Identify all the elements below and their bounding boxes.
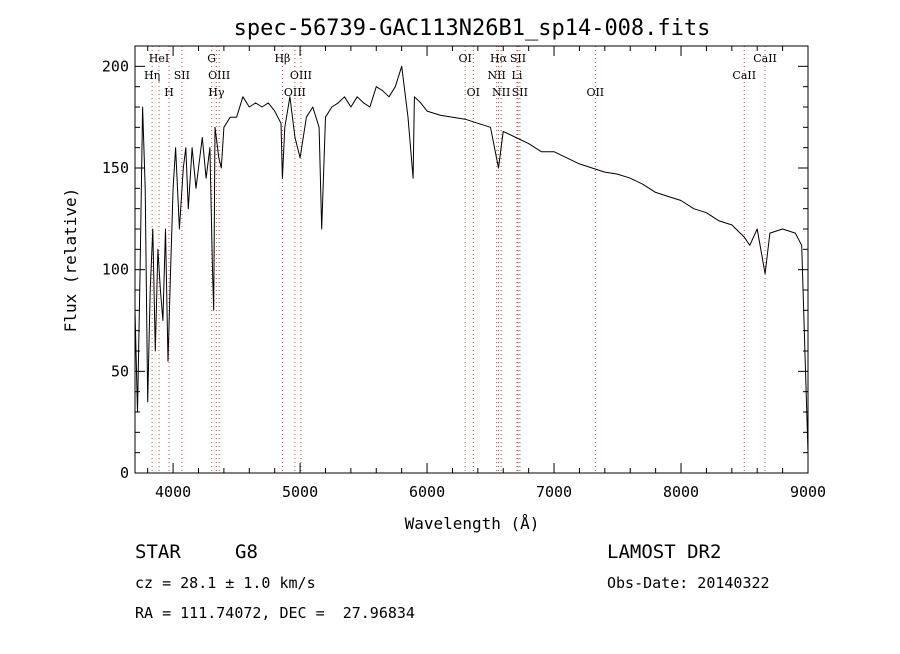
x-axis-label: Wavelength (Å) bbox=[405, 514, 540, 533]
line-label: Hη bbox=[144, 69, 160, 82]
line-markers bbox=[151, 46, 766, 473]
line-label: HeI bbox=[149, 52, 169, 65]
line-label: CaII bbox=[753, 52, 777, 65]
spectrum-line bbox=[134, 65, 809, 453]
line-label: OIII bbox=[208, 69, 230, 82]
y-tick-label: 50 bbox=[111, 362, 129, 380]
line-label: OIII bbox=[290, 69, 312, 82]
line-label: OI bbox=[467, 86, 480, 99]
chart-title: spec-56739-GAC113N26B1_sp14-008.fits bbox=[234, 16, 711, 41]
line-label: CaII bbox=[732, 69, 756, 82]
line-label: OII bbox=[586, 86, 604, 99]
spectrum-series bbox=[134, 65, 809, 453]
line-label: OIII bbox=[284, 86, 306, 99]
line-label: Hβ bbox=[274, 52, 290, 65]
x-tick-label: 5000 bbox=[282, 483, 318, 501]
x-tick-label: 6000 bbox=[409, 483, 445, 501]
survey-name: LAMOST DR2 bbox=[607, 541, 722, 563]
redshift-cz: cz = 28.1 ± 1.0 km/s bbox=[135, 574, 316, 592]
coordinates: RA = 111.74072, DEC = 27.96834 bbox=[135, 604, 415, 622]
y-tick-label: 150 bbox=[102, 159, 129, 177]
y-tick-label: 200 bbox=[102, 57, 129, 75]
x-tick-label: 9000 bbox=[790, 483, 826, 501]
line-label: NII bbox=[487, 69, 505, 82]
line-label: Hα bbox=[490, 52, 508, 65]
line-label: NII bbox=[492, 86, 510, 99]
x-tick-label: 8000 bbox=[663, 483, 699, 501]
x-axis: 4000 5000 6000 7000 8000 9000 bbox=[147, 46, 826, 501]
line-label: SII bbox=[174, 69, 190, 82]
line-label: OI bbox=[458, 52, 471, 65]
x-tick-label: 4000 bbox=[155, 483, 191, 501]
line-label: H bbox=[164, 86, 174, 99]
line-label: Hγ bbox=[208, 86, 225, 99]
y-tick-label: 0 bbox=[120, 464, 129, 482]
line-label: Li bbox=[512, 69, 523, 82]
line-label: SII bbox=[512, 86, 528, 99]
plot-frame bbox=[134, 45, 809, 474]
y-axis-label: Flux (relative) bbox=[61, 188, 80, 333]
y-tick-label: 100 bbox=[102, 261, 129, 279]
y-axis: 0 50 100 150 200 bbox=[102, 45, 808, 482]
observation-date: Obs-Date: 20140322 bbox=[607, 574, 770, 592]
line-label: G bbox=[207, 52, 216, 65]
spectral-subclass: G8 bbox=[235, 541, 258, 563]
object-class: STAR bbox=[135, 541, 181, 563]
line-label: SII bbox=[510, 52, 526, 65]
x-tick-label: 7000 bbox=[536, 483, 572, 501]
